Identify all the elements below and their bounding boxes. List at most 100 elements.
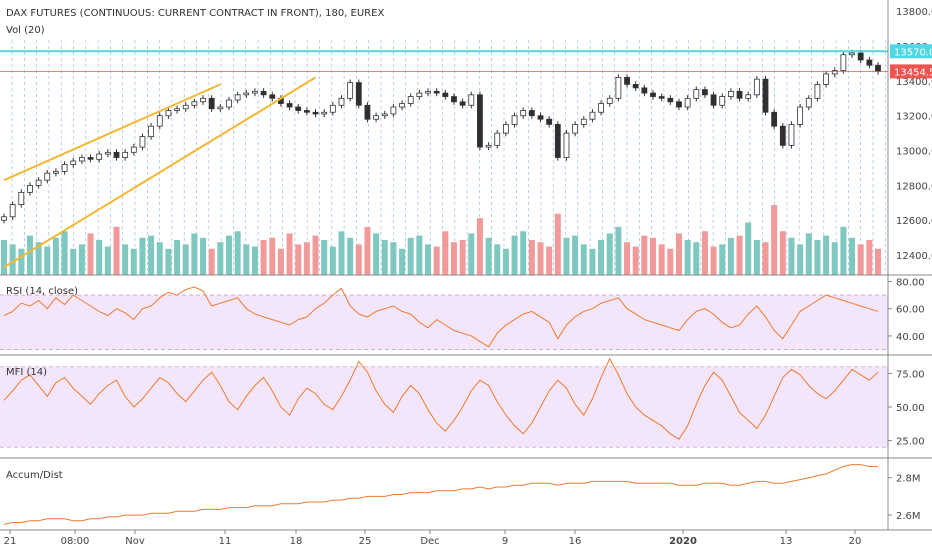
candle-body [840,54,847,71]
volume-bar [528,240,535,275]
volume-bar [580,244,587,275]
candle-body [78,157,85,162]
candle-body [779,125,786,146]
volume-bar [416,235,423,275]
x-tick-label: 9 [502,536,508,547]
volume-bar [537,242,544,275]
candle-body [866,59,873,66]
x-tick-label: 25 [359,536,372,547]
candle-body [823,73,829,85]
candle-body [312,111,319,115]
volume-bar [650,237,657,275]
x-tick-label: 11 [219,536,232,547]
candle-body [632,83,639,89]
price-badge-label: 13570.0 [894,47,932,58]
volume-bar [225,235,232,275]
volume-bar [745,222,752,275]
candle-body [580,118,587,125]
mfi-label: MFI (14) [6,367,47,378]
volume-bar [407,237,414,275]
candle-body [442,92,449,97]
trendline-lower [3,76,317,269]
candle-body [148,125,155,138]
volume-bar [849,237,856,275]
volume-bar [35,242,42,275]
price-tick-label: 13400.0 [896,77,932,88]
rsi-label: RSI (14, close) [6,286,78,297]
price-badge [890,64,932,79]
x-tick-label: 13 [780,536,793,547]
candle-body [857,52,864,61]
volume-bar [546,246,553,275]
volume-bar [485,237,492,275]
volume-bar [502,248,509,275]
candle-body [477,94,483,148]
candle-body [269,94,276,99]
volume-bar [866,240,873,275]
candle-body [503,124,509,134]
candle-body [485,144,492,148]
price-tick-label: 13200.0 [896,112,932,123]
volume-bar [70,248,77,275]
price-overlays [0,50,888,269]
volume-bar [390,242,397,275]
volume-bar [840,226,847,275]
volume-bar [615,226,622,275]
volume-bar [364,226,371,275]
x-tick-label: 08:00 [61,536,90,547]
volume-bar [762,242,769,275]
candle-body [200,97,206,103]
candle-body [381,113,388,117]
volume-bar [797,244,804,275]
candle-body [44,172,51,181]
candle-body [113,151,120,158]
candle-body [286,103,293,108]
candle-body [407,96,414,104]
mfi-tick-label: 75.00 [896,369,925,380]
price-candles [1,49,881,224]
price-badge [890,44,932,59]
candle-body [788,124,795,146]
volume-bar [433,246,440,275]
price-tick-label: 12400.0 [896,251,932,262]
x-tick-label: 21 [4,536,17,547]
candle-body [650,92,656,97]
volume-bar [563,237,570,275]
candle-body [399,103,405,108]
candle-body [537,115,544,120]
volume-bar [693,242,700,275]
candle-body [615,77,622,99]
volume-bar [632,246,639,275]
volume-bar [753,240,760,275]
volume-bar [260,240,267,275]
candle-body [805,97,812,108]
candle-body [451,96,457,103]
candle-body [528,110,535,117]
price-tick-label: 13800.0 [896,7,932,18]
mfi-band [0,366,888,448]
candle-body [234,94,241,101]
volume-bar [286,233,293,275]
volume-bar [78,244,85,275]
volume-bar [182,244,189,275]
volume-bar [554,213,561,275]
volume-bar [347,237,354,275]
volume-bar [113,226,120,275]
candle-body [710,94,717,106]
volume-label: Vol (20) [6,25,45,36]
volume-bar [727,237,734,275]
candle-body [468,94,475,106]
x-tick-label: 18 [290,536,303,547]
volume-bar [312,235,319,275]
candle-body [520,110,527,117]
volume-bar [122,244,129,275]
candle-body [797,106,804,125]
volume-bar [736,235,743,275]
candle-body [641,87,648,94]
volume-bar [87,233,94,275]
ad-tick-label: 2.8M [896,474,921,485]
candle-body [130,146,137,153]
volume-bar [805,233,812,275]
